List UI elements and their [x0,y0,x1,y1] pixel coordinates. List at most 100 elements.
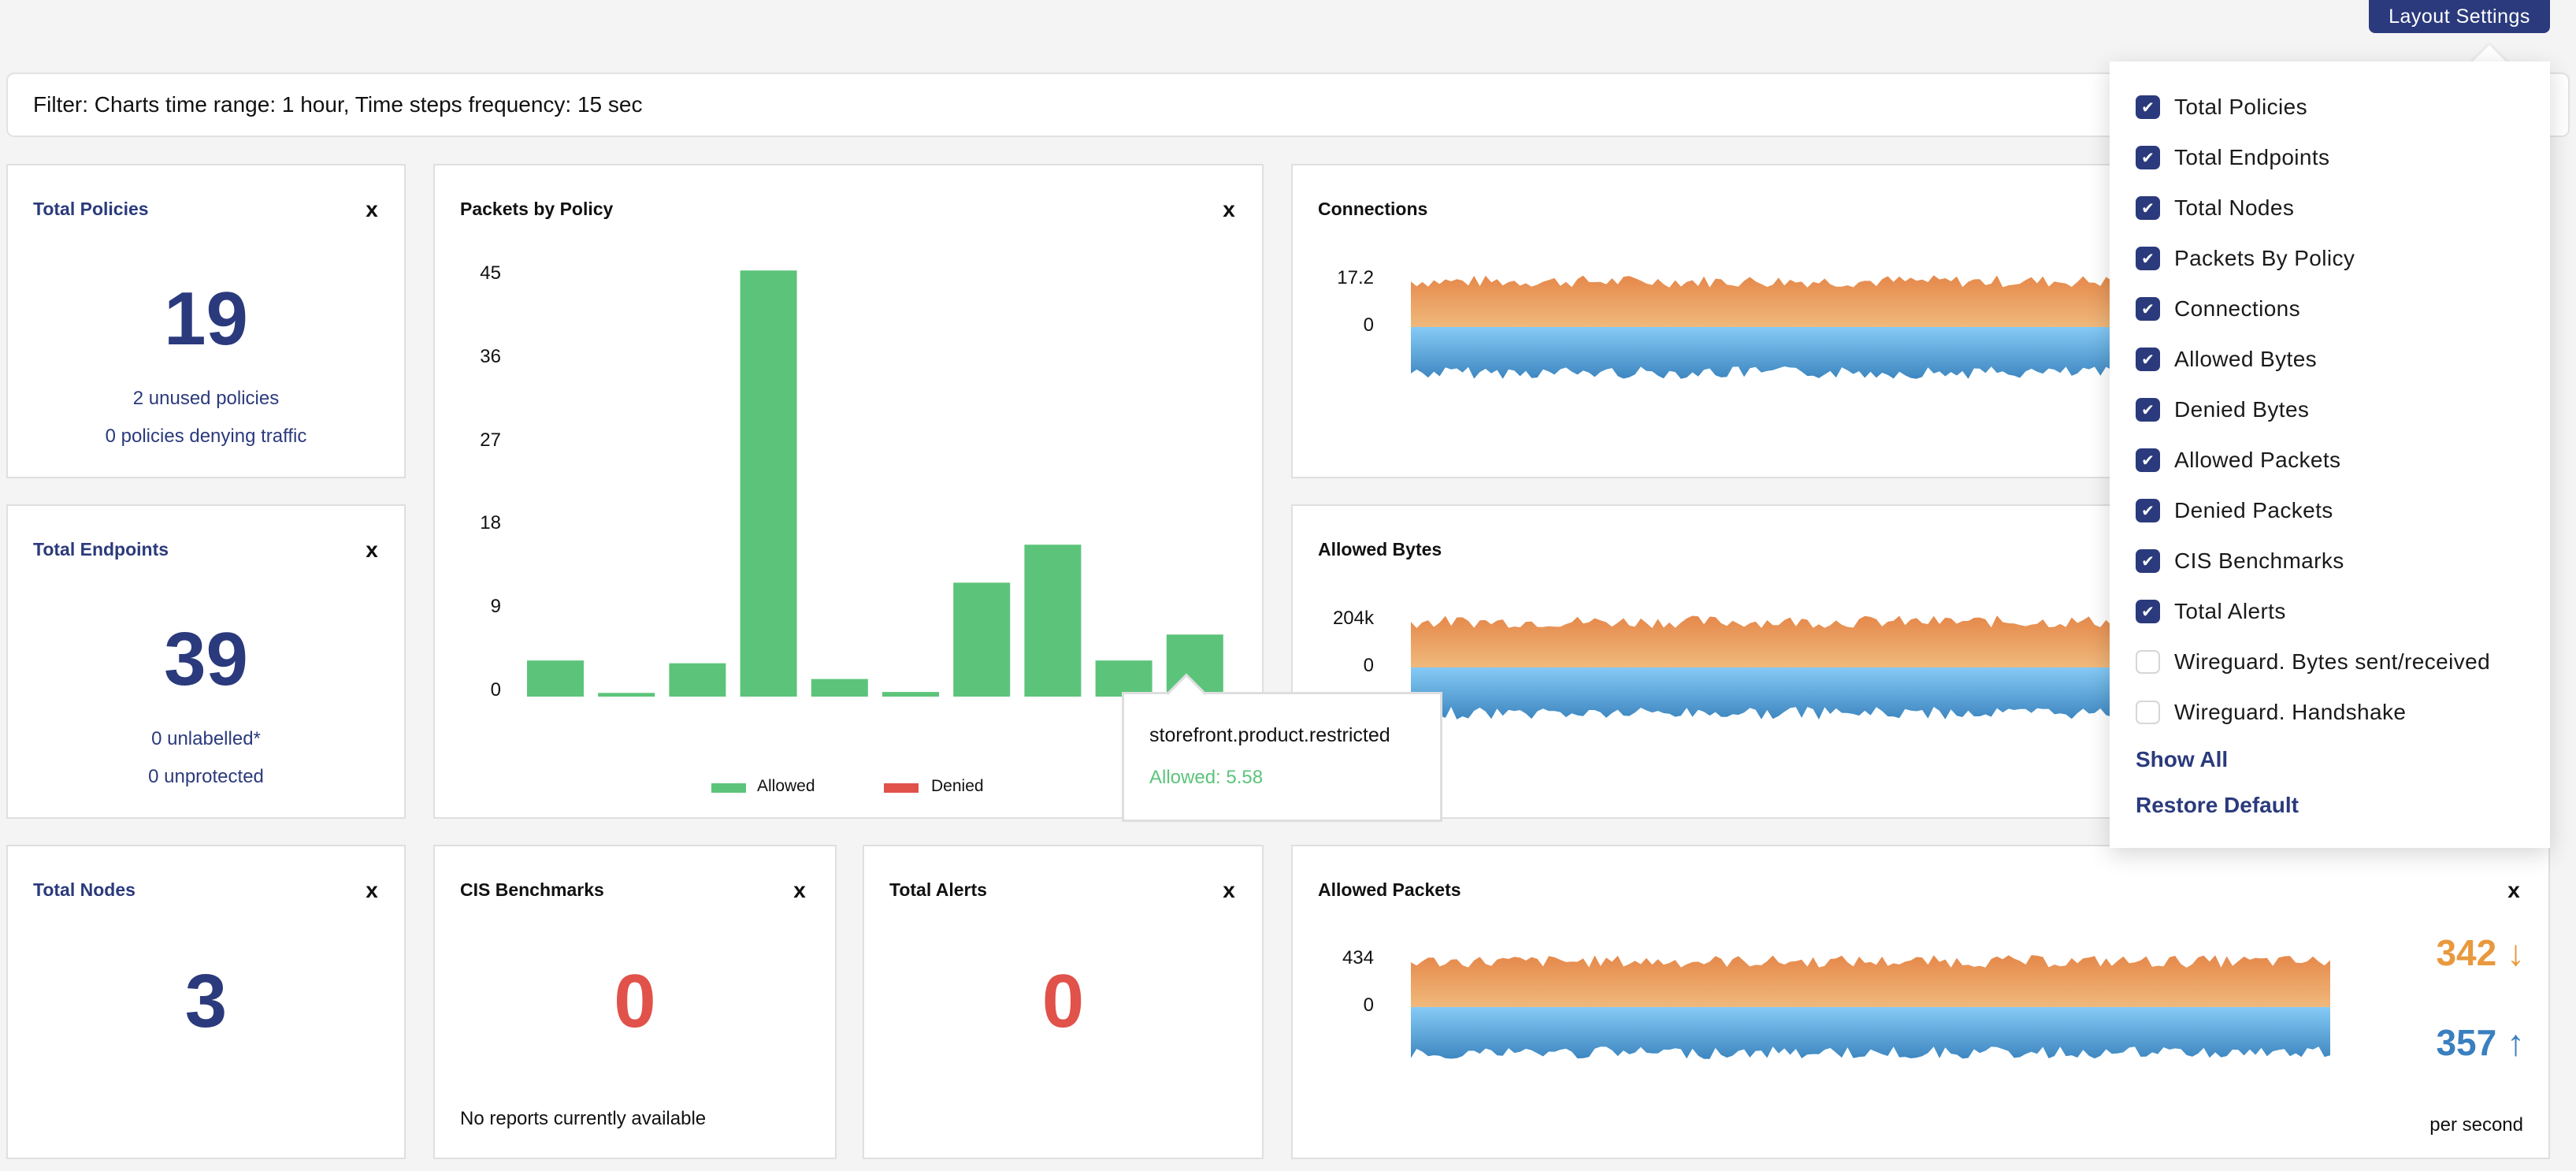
unprotected-text: 0 unprotected [148,766,264,787]
checkbox[interactable]: ✔ [2136,549,2160,573]
card-title: Total Alerts [889,879,987,900]
card-title: Allowed Packets [1318,879,1461,900]
checkmark-icon: ✔ [2141,199,2155,217]
option-label: Connections [2174,296,2301,321]
layout-option-allowed-packets[interactable]: ✔ Allowed Packets [2136,444,2340,476]
layout-settings-button[interactable]: Layout Settings [2369,0,2550,33]
arrow-up-icon: ↑ [2507,1022,2525,1063]
checkbox[interactable]: ✔ [2136,398,2160,422]
sent-value: 357 [2436,1022,2497,1063]
legend-allowed-label: Allowed [757,777,815,795]
received-value: 342 [2436,932,2497,973]
layout-option-total-alerts[interactable]: ✔ Total Alerts [2136,596,2286,627]
option-label: Denied Bytes [2174,397,2310,422]
checkbox[interactable]: ✔ [2136,196,2160,220]
bar-tooltip: storefront.product.restricted Allowed: 5… [1122,692,1442,822]
option-label: CIS Benchmarks [2174,548,2344,573]
denying-policies-text: 0 policies denying traffic [105,426,307,447]
option-label: Total Nodes [2174,195,2295,220]
close-icon[interactable]: x [793,878,806,902]
checkmark-icon: ✔ [2141,99,2155,117]
total-alerts-card: Total Alerts x 0 [863,845,1264,1159]
total-endpoints-card: Total Endpoints x 39 0 unlabelled* 0 unp… [6,504,406,819]
card-title: Packets by Policy [460,199,614,219]
option-label: Allowed Bytes [2174,347,2318,371]
card-title: CIS Benchmarks [460,879,604,900]
tooltip-allowed-value: Allowed: 5.58 [1149,767,1264,788]
checkmark-icon: ✔ [2141,502,2155,520]
total-policies-value: 19 [164,277,248,361]
cis-benchmarks-card: CIS Benchmarks x 0 No reports currently … [433,845,837,1159]
checkmark-icon: ✔ [2141,552,2155,571]
checkbox[interactable]: ✔ [2136,95,2160,119]
close-icon[interactable]: x [2507,878,2520,902]
close-icon[interactable]: x [366,537,378,562]
option-label: Denied Packets [2174,498,2333,522]
tooltip-policy-name: storefront.product.restricted [1149,724,1390,746]
filter-text: Filter: Charts time range: 1 hour, Time … [33,92,643,117]
layout-option-total-nodes[interactable]: ✔ Total Nodes [2136,192,2294,224]
bar-allowed[interactable] [527,660,584,697]
bar-allowed[interactable] [1024,545,1082,697]
arrow-down-icon: ↓ [2507,932,2525,973]
checkbox[interactable] [2136,650,2160,674]
bar-allowed[interactable] [1095,660,1153,697]
show-all-link[interactable]: Show All [2136,747,2229,771]
checkmark-icon: ✔ [2141,149,2155,167]
checkbox[interactable]: ✔ [2136,448,2160,472]
checkbox[interactable]: ✔ [2136,499,2160,522]
close-icon[interactable]: x [1223,878,1235,902]
option-label: Total Policies [2174,95,2308,119]
checkbox[interactable]: ✔ [2136,247,2160,270]
legend-denied-swatch [884,783,919,793]
y-tick-label: 45 [480,262,501,284]
layout-option-denied-bytes[interactable]: ✔ Denied Bytes [2136,394,2309,426]
total-policies-card: Total Policies x 19 2 unused policies 0 … [6,164,406,478]
checkbox[interactable]: ✔ [2136,297,2160,321]
y-tick-label: 0 [490,679,501,701]
layout-option-allowed-bytes[interactable]: ✔ Allowed Bytes [2136,344,2317,375]
unlabelled-text: 0 unlabelled* [151,728,261,749]
restore-default-link[interactable]: Restore Default [2136,793,2299,817]
checkmark-icon: ✔ [2141,250,2155,268]
legend-denied-label: Denied [931,777,984,795]
close-icon[interactable]: x [366,878,378,902]
bar-allowed[interactable] [598,693,655,697]
layout-option-denied-packets[interactable]: ✔ Denied Packets [2136,495,2333,526]
bar-allowed[interactable] [882,692,939,697]
option-label: Total Endpoints [2174,145,2330,169]
layout-option-total-policies[interactable]: ✔ Total Policies [2136,91,2307,123]
checkbox[interactable]: ✔ [2136,348,2160,371]
y-tick-label: 0 [1363,994,1374,1016]
checkmark-icon: ✔ [2141,300,2155,318]
stream-area-sent [1411,667,2330,719]
layout-option-connections[interactable]: ✔ Connections [2136,293,2300,325]
bar-allowed[interactable] [953,582,1011,697]
layout-option-wireguard-handshake[interactable]: Wireguard. Handshake [2136,697,2406,728]
option-label: Allowed Packets [2174,448,2341,472]
layout-option-cis-benchmarks[interactable]: ✔ CIS Benchmarks [2136,545,2344,577]
stream-area-received [1411,615,2330,667]
layout-option-wireguard-bytes-sent-received[interactable]: Wireguard. Bytes sent/received [2136,646,2490,678]
y-tick-label: 0 [1363,314,1374,336]
close-icon[interactable]: x [366,197,378,221]
y-tick-label: 434 [1342,947,1374,968]
checkbox[interactable] [2136,701,2160,724]
bar-allowed[interactable] [669,663,726,697]
total-nodes-value: 3 [184,959,228,1043]
card-title: Allowed Bytes [1318,539,1442,559]
total-alerts-value: 0 [1041,959,1085,1043]
checkbox[interactable]: ✔ [2136,600,2160,623]
legend-allowed-swatch [711,783,746,793]
close-icon[interactable]: x [1223,197,1235,221]
checkmark-icon: ✔ [2141,401,2155,419]
y-tick-label: 204k [1332,608,1374,629]
checkbox[interactable]: ✔ [2136,146,2160,169]
checkmark-icon: ✔ [2141,351,2155,369]
bar-allowed[interactable] [740,270,797,697]
card-title: Total Policies [33,199,149,219]
bar-allowed[interactable] [811,678,868,697]
y-tick-label: 17.2 [1337,267,1374,288]
layout-option-packets-by-policy[interactable]: ✔ Packets By Policy [2136,243,2355,274]
layout-option-total-endpoints[interactable]: ✔ Total Endpoints [2136,142,2329,173]
